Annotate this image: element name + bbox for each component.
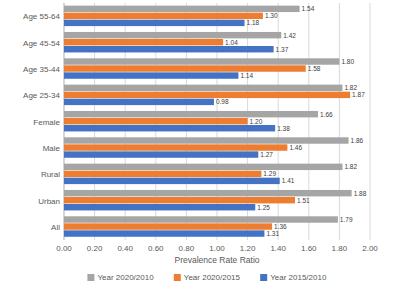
bar <box>64 32 281 38</box>
data-label: 1.04 <box>225 39 238 46</box>
category-label: Rural <box>41 170 60 179</box>
data-label: 1.37 <box>276 46 289 53</box>
legend-swatch <box>174 274 181 281</box>
data-label: 1.88 <box>354 190 367 197</box>
data-label: 1.14 <box>240 72 253 79</box>
bar <box>64 230 264 236</box>
data-label: 1.29 <box>263 170 276 177</box>
data-label: 1.46 <box>289 144 302 151</box>
data-label: 1.42 <box>283 32 296 39</box>
grid-line <box>278 3 279 240</box>
bar <box>64 197 295 203</box>
bar <box>64 216 338 222</box>
bar <box>64 72 238 78</box>
data-label: 1.87 <box>352 91 365 98</box>
bar <box>64 92 350 98</box>
bar <box>64 65 306 71</box>
bar <box>64 190 352 196</box>
data-label: 1.66 <box>320 111 333 118</box>
data-label: 1.36 <box>274 223 287 230</box>
category-label: Age 55-64 <box>23 12 60 21</box>
bar <box>64 137 349 143</box>
tick-label: 1.80 <box>332 244 348 253</box>
tick-label: 1.40 <box>270 244 286 253</box>
category-label: Male <box>43 144 61 153</box>
tick-label: 0.00 <box>56 244 72 253</box>
legend-label: Year 2015/2010 <box>270 273 327 282</box>
data-label: 1.51 <box>297 197 310 204</box>
data-label: 1.82 <box>344 84 357 91</box>
data-label: 1.38 <box>277 125 290 132</box>
data-label: 1.18 <box>247 19 260 26</box>
bar <box>64 144 287 150</box>
bar <box>64 111 318 117</box>
tick-label: 0.40 <box>117 244 133 253</box>
bar <box>64 85 342 91</box>
category-label: All <box>51 223 60 232</box>
bar <box>64 46 274 52</box>
tick-label: 0.60 <box>148 244 164 253</box>
bar <box>64 171 261 177</box>
data-label: 1.80 <box>341 58 354 65</box>
data-label: 1.54 <box>302 5 315 12</box>
bar <box>64 151 258 157</box>
bars <box>64 6 352 237</box>
data-label: 1.31 <box>266 230 279 237</box>
bar <box>64 223 272 229</box>
legend: Year 2020/2010 Year 2020/2015 Year 2015/20… <box>87 273 327 282</box>
data-label: 1.20 <box>250 118 263 125</box>
bar <box>64 6 300 12</box>
bar <box>64 13 263 19</box>
data-label: 1.25 <box>257 204 270 211</box>
data-label: 1.30 <box>265 12 278 19</box>
bar <box>64 125 275 131</box>
data-label: 1.79 <box>340 216 353 223</box>
data-label: 1.41 <box>282 177 295 184</box>
category-label: Age 25-34 <box>23 91 60 100</box>
tick-label: 2.00 <box>362 244 378 253</box>
legend-swatch <box>87 274 94 281</box>
legend-label: Year 2020/2015 <box>184 273 241 282</box>
chart: 0.00 0.20 0.40 0.60 0.80 1.00 1.20 1.40 1.60 1.80… <box>0 0 400 293</box>
category-label: Urban <box>38 197 60 206</box>
bar <box>64 164 342 170</box>
axis-title: Prevalence Rate Ratio <box>174 255 259 265</box>
bar <box>64 20 245 26</box>
data-label: 1.27 <box>260 151 273 158</box>
bar <box>64 58 339 64</box>
bar <box>64 178 280 184</box>
tick-label: 1.00 <box>209 244 225 253</box>
bar <box>64 39 223 45</box>
tick-label: 1.60 <box>301 244 317 253</box>
category-label: Female <box>33 118 60 127</box>
legend-swatch <box>260 274 267 281</box>
category-label: Age 45-54 <box>23 39 60 48</box>
data-label: 1.58 <box>308 65 321 72</box>
bar <box>64 118 248 124</box>
category-label: Age 35-44 <box>23 65 60 74</box>
bar <box>64 99 214 105</box>
data-label: 1.86 <box>351 137 364 144</box>
grid-line <box>370 3 371 240</box>
grid-line <box>339 3 340 240</box>
data-label: 1.82 <box>344 163 357 170</box>
grid-line <box>308 3 309 240</box>
legend-label: Year 2020/2010 <box>97 273 154 282</box>
data-label: 0.98 <box>216 98 229 105</box>
tick-label: 1.20 <box>240 244 256 253</box>
tick-label: 0.20 <box>87 244 103 253</box>
tick-label: 0.80 <box>179 244 195 253</box>
bar <box>64 204 255 210</box>
